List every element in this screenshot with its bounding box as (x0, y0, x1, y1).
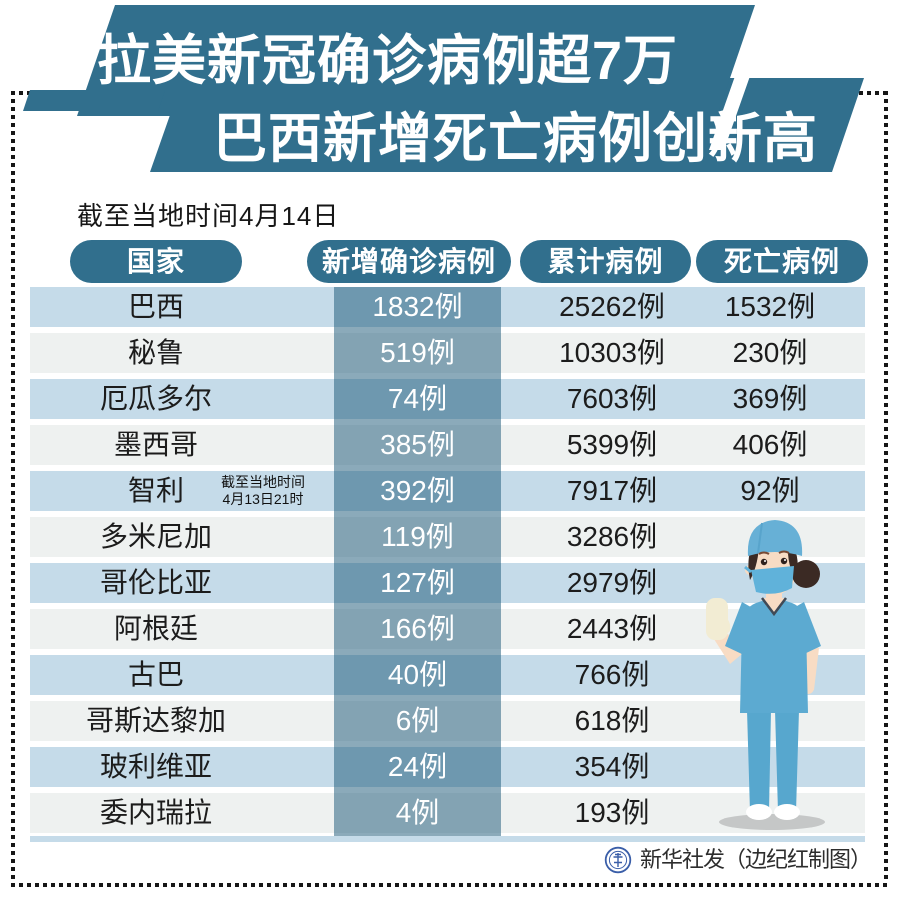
column-header-new-cases: 新增确诊病例 (307, 240, 511, 283)
deaths-cell: 92例 (740, 475, 800, 506)
nurse-eyebrow-right (778, 550, 790, 554)
total-cases-cell: 193例 (574, 797, 650, 828)
country-cell: 巴西 (127, 291, 184, 322)
total-cases-cell: 766例 (574, 659, 650, 690)
nurse-cap (747, 520, 803, 556)
nurse-illustration (706, 520, 825, 830)
column-header-deaths: 死亡病例 (696, 240, 868, 283)
country-cell: 哥斯达黎加 (85, 705, 226, 736)
nurse-eye-right (780, 557, 788, 565)
total-cases-cell: 7603例 (566, 383, 658, 414)
country-cell: 玻利维亚 (99, 751, 212, 782)
nurse-hair-bun (792, 560, 820, 588)
country-cell: 秘鲁 (127, 337, 184, 368)
total-cases-cell: 5399例 (566, 429, 658, 460)
column-header-total-cases: 累计病例 (520, 240, 691, 283)
nurse-shadow (719, 814, 825, 830)
country-cell: 委内瑞拉 (99, 797, 212, 828)
deaths-cell: 369例 (732, 383, 808, 414)
total-cases-cell: 2443例 (566, 613, 658, 644)
nurse-eye-left (760, 558, 768, 566)
country-cell: 厄瓜多尔 (99, 383, 212, 414)
country-cell: 阿根廷 (113, 613, 198, 644)
total-cases-cell: 7917例 (566, 475, 658, 506)
deaths-cell: 406例 (732, 429, 808, 460)
nurse-eyebrow-left (758, 551, 770, 555)
country-cell: 哥伦比亚 (99, 567, 212, 598)
nurse-legs (747, 710, 799, 812)
dashed-border-left (11, 91, 15, 883)
new-cases-column-band (334, 287, 501, 842)
credit-text: 新华社发（边纪红制图） (640, 847, 872, 872)
nurse-head (744, 520, 820, 617)
country-cell: 墨西哥 (113, 429, 198, 460)
table-footer-strip (30, 836, 865, 842)
title-line-2: 巴西新增死亡病例创新高 (213, 109, 818, 169)
nurse-glove (706, 598, 731, 640)
column-header-country: 国家 (70, 240, 242, 283)
banner-tail-shape (23, 90, 165, 111)
deaths-cell: 1532例 (724, 291, 816, 322)
total-cases-cell: 10303例 (559, 337, 665, 368)
country-cell: 多米尼加 (99, 521, 212, 552)
total-cases-cell: 25262例 (559, 291, 665, 322)
country-cell: 古巴 (127, 659, 184, 690)
banner-line1-shape (77, 5, 755, 116)
total-cases-cell: 354例 (574, 751, 650, 782)
as-of-date: 截至当地时间4月14日 (77, 201, 340, 231)
total-cases-cell: 3286例 (566, 521, 658, 552)
dashed-border-right (884, 91, 888, 883)
dashed-border-bottom (11, 883, 888, 887)
country-cell: 智利 (127, 475, 184, 506)
total-cases-cell: 2979例 (566, 567, 658, 598)
total-cases-cell: 618例 (574, 705, 650, 736)
nurse-shoes (746, 804, 800, 820)
chile-data-note: 截至当地时间 4月13日21时 (221, 474, 305, 507)
banner-gap-shape (709, 42, 762, 150)
title-line-1: 拉美新冠确诊病例超7万 (97, 31, 679, 91)
nurse-scrub-top (725, 597, 821, 713)
deaths-cell: 230例 (732, 337, 808, 368)
xinhua-logo-icon (604, 846, 632, 874)
nurse-mask-strap (744, 565, 752, 574)
title-banner (23, 5, 864, 172)
nurse-mask (751, 566, 794, 594)
